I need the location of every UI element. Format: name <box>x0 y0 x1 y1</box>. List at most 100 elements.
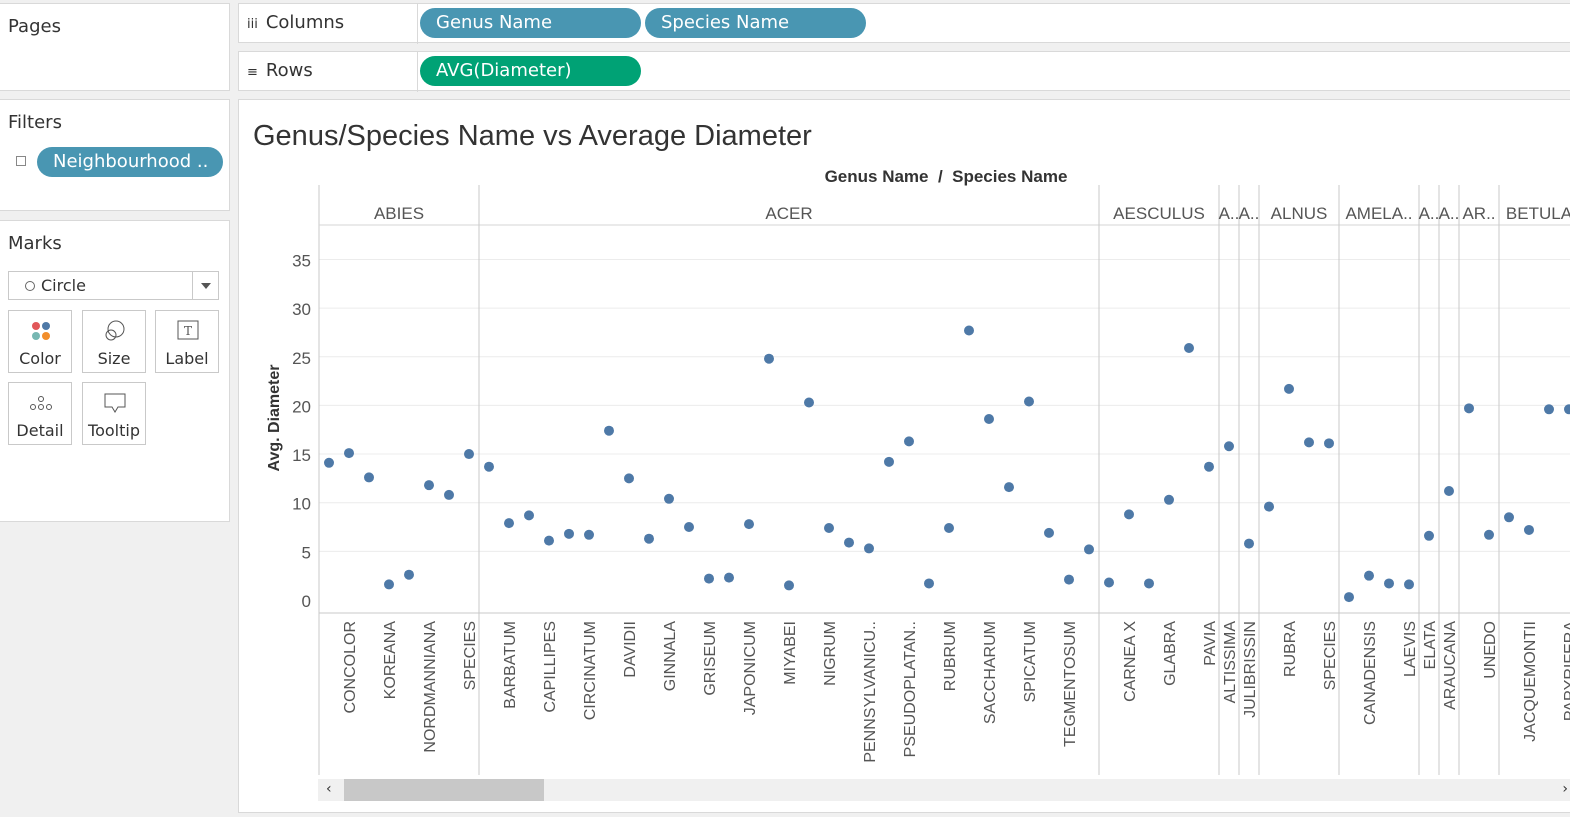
data-point <box>324 457 334 468</box>
mark-type-select[interactable]: Circle <box>8 271 219 300</box>
detail-icon <box>30 396 52 410</box>
species-label: CONCOLOR <box>342 621 359 713</box>
data-point <box>444 489 454 500</box>
size-button[interactable]: Size <box>82 310 146 373</box>
color-label: Color <box>19 349 61 368</box>
y-tick-label: 35 <box>292 251 311 270</box>
rows-pill-avg-diameter[interactable]: AVG(Diameter) <box>420 56 641 86</box>
label-button[interactable]: T Label <box>155 310 219 373</box>
data-point <box>1184 342 1194 353</box>
species-label: PAPYRIFERA <box>1562 621 1570 722</box>
filter-pill-neighbourhood[interactable]: Neighbourhood .. <box>37 147 223 177</box>
species-label: JACQUEMONTII <box>1522 621 1539 742</box>
svg-text:T: T <box>184 324 192 338</box>
data-point <box>464 449 474 460</box>
genus-header: A.. <box>1439 204 1460 223</box>
genus-header: AMELA.. <box>1345 204 1412 223</box>
y-tick-label: 15 <box>292 446 311 465</box>
data-point <box>1544 404 1554 415</box>
tooltip-label: Tooltip <box>88 421 140 440</box>
data-point <box>1144 578 1154 589</box>
species-label: SACCHARUM <box>982 621 999 724</box>
data-point <box>1204 461 1214 472</box>
species-label: GINNALA <box>662 621 679 692</box>
data-point <box>1344 592 1354 603</box>
color-button[interactable]: Color <box>8 310 72 373</box>
data-point <box>484 461 494 472</box>
data-point <box>904 436 914 447</box>
data-point <box>1284 383 1294 394</box>
scroll-left-icon[interactable]: ‹ <box>326 781 332 797</box>
genus-header: AR.. <box>1462 204 1495 223</box>
data-point <box>1424 530 1434 541</box>
data-point <box>724 572 734 583</box>
y-axis-label: Avg. Diameter <box>266 365 283 472</box>
horizontal-scrollbar[interactable]: ‹ › <box>318 779 1570 801</box>
species-label: CIRCINATUM <box>582 621 599 720</box>
data-point <box>924 578 934 589</box>
data-point <box>1084 544 1094 555</box>
data-point <box>1224 441 1234 452</box>
data-point <box>364 472 374 483</box>
chevron-down-icon[interactable] <box>192 272 218 299</box>
columns-pill-genus-name[interactable]: Genus Name <box>420 8 641 38</box>
scroll-thumb[interactable] <box>344 779 544 801</box>
species-label: BARBATUM <box>502 621 519 709</box>
species-label: TEGMENTOSUM <box>1062 621 1079 747</box>
tooltip-icon <box>104 393 126 413</box>
pages-panel: Pages <box>0 3 230 91</box>
pages-title: Pages <box>8 16 61 37</box>
species-label: PSEUDOPLATAN.. <box>902 621 919 757</box>
data-point <box>424 480 434 491</box>
genus-header: AESCULUS <box>1113 204 1205 223</box>
data-point <box>1264 501 1274 512</box>
scroll-right-icon[interactable]: › <box>1562 781 1568 797</box>
species-label: RUBRUM <box>942 621 959 691</box>
data-point <box>804 397 814 408</box>
viz-view: Genus/Species Name vs Average Diameter G… <box>238 99 1570 813</box>
data-point <box>1004 482 1014 493</box>
data-point <box>1124 509 1134 520</box>
chart-title: Genus/Species Name vs Average Diameter <box>253 120 812 152</box>
data-point <box>1364 570 1374 581</box>
data-point <box>1504 512 1514 523</box>
data-point <box>1164 494 1174 505</box>
species-label: ALTISSIMA <box>1222 621 1239 704</box>
data-point <box>344 448 354 459</box>
circle-icon <box>25 281 35 291</box>
data-point <box>1444 486 1454 497</box>
species-label: NORDMANNIANA <box>422 621 439 753</box>
data-point <box>1384 578 1394 589</box>
genus-header: ALNUS <box>1271 204 1328 223</box>
label-label: Label <box>165 349 209 368</box>
data-point <box>404 569 414 580</box>
species-label: CANADENSIS <box>1362 621 1379 725</box>
columns-shelf-label: iii Columns <box>247 12 345 33</box>
data-point <box>784 580 794 591</box>
columns-pill-species-name[interactable]: Species Name <box>645 8 866 38</box>
genus-header: ACER <box>765 204 812 223</box>
data-point <box>944 522 954 533</box>
data-point <box>1464 403 1474 414</box>
tooltip-button[interactable]: Tooltip <box>82 382 146 445</box>
rows-icon: ≡ <box>247 65 258 80</box>
data-point <box>1024 396 1034 407</box>
data-point <box>1484 529 1494 540</box>
genus-header: A.. <box>1219 204 1240 223</box>
detail-button[interactable]: Detail <box>8 382 72 445</box>
species-label: RUBRA <box>1282 621 1299 677</box>
label-icon: T <box>177 320 199 340</box>
data-point <box>624 473 634 484</box>
data-point <box>984 414 994 425</box>
columns-icon: iii <box>247 17 258 32</box>
y-tick-label: 10 <box>292 495 311 514</box>
y-tick-label: 5 <box>302 543 311 562</box>
species-label: ELATA <box>1422 621 1439 670</box>
data-point <box>504 518 514 529</box>
species-label: MIYABEI <box>782 621 799 685</box>
data-point <box>704 573 714 584</box>
data-point <box>1304 437 1314 448</box>
species-label: ARAUCANA <box>1442 621 1459 710</box>
species-label: UNEDO <box>1482 621 1499 679</box>
filters-title: Filters <box>8 112 62 133</box>
